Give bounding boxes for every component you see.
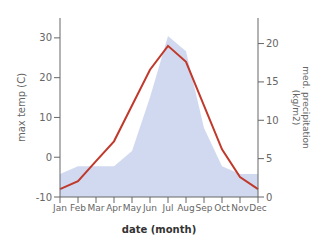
svg-text:10: 10 <box>266 115 279 126</box>
svg-text:30: 30 <box>39 32 52 43</box>
svg-text:Mar: Mar <box>88 203 105 213</box>
svg-text:Jun: Jun <box>142 203 157 213</box>
svg-text:May: May <box>123 203 142 213</box>
svg-text:Jan: Jan <box>52 203 67 213</box>
svg-text:Jul: Jul <box>162 203 174 213</box>
svg-text:max temp (C): max temp (C) <box>16 73 27 142</box>
svg-text:-10: -10 <box>36 192 52 203</box>
svg-text:Nov: Nov <box>231 203 249 213</box>
svg-text:Aug: Aug <box>177 203 195 213</box>
svg-text:Feb: Feb <box>70 203 86 213</box>
svg-text:Oct: Oct <box>214 203 230 213</box>
svg-text:15: 15 <box>266 76 279 87</box>
svg-text:0: 0 <box>46 152 52 163</box>
svg-text:10: 10 <box>39 112 52 123</box>
svg-text:5: 5 <box>266 153 272 164</box>
svg-text:date (month): date (month) <box>122 224 196 235</box>
svg-text:med. precipitation(kg/m2): med. precipitation(kg/m2) <box>291 66 312 148</box>
svg-text:20: 20 <box>39 72 52 83</box>
svg-text:0: 0 <box>266 192 272 203</box>
svg-text:20: 20 <box>266 38 279 49</box>
svg-text:Apr: Apr <box>106 203 122 213</box>
svg-text:Sep: Sep <box>196 203 213 213</box>
svg-text:Dec: Dec <box>249 203 266 213</box>
